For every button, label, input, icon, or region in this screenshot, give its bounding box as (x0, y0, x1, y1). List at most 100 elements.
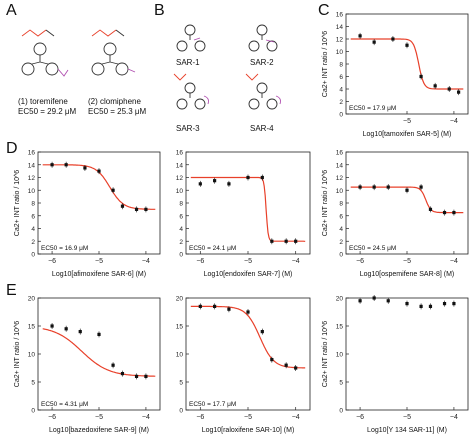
x-tick-label: −4 (450, 414, 458, 421)
y-tick-label: 6 (31, 213, 35, 220)
data-point (64, 163, 68, 167)
data-point (405, 302, 409, 306)
y-tick-label: 5 (179, 380, 183, 387)
panel-letter-a: A (6, 2, 17, 19)
y-tick-label: 0 (179, 252, 183, 259)
y-axis-label: Ca2+ INT ratio / 10^6 (322, 170, 329, 236)
data-point (433, 84, 437, 88)
data-point (358, 34, 362, 38)
data-point (452, 210, 456, 215)
y-tick-label: 10 (336, 188, 344, 195)
ec50-label: EC50 = 16.9 μM (41, 245, 88, 252)
chart-d2: 0 2 4 6 8 10 12 14 16 −6 −5 −4 Log10[endoxifen SAR-7… (164, 146, 316, 285)
x-axis-label: Log10[ospemifene SAR-8] (M) (360, 271, 455, 278)
data-point (227, 182, 231, 186)
y-tick-label: 14 (28, 162, 36, 169)
data-point (442, 302, 447, 306)
panel-letter-d: D (6, 140, 18, 157)
x-axis-label: Log10[raloxifene SAR-10] (M) (202, 427, 295, 434)
y-tick-label: 2 (31, 239, 35, 246)
data-point (134, 207, 139, 211)
data-point (442, 210, 447, 215)
x-tick-label: −4 (142, 414, 150, 421)
data-point (405, 43, 409, 47)
data-point (405, 188, 409, 192)
sar-4-structure (245, 73, 281, 110)
y-tick-label: 0 (179, 408, 183, 415)
x-axis-label: Log10[Y 134 SAR-11] (M) (367, 427, 447, 434)
y-tick-label: 16 (28, 150, 36, 157)
sar-2-structure (248, 24, 278, 52)
plot-frame (185, 151, 311, 255)
data-point (83, 166, 87, 170)
data-point (134, 374, 139, 378)
y-tick-label: 12 (28, 175, 36, 182)
y-tick-label: 6 (179, 213, 183, 220)
fit-curve (350, 38, 464, 90)
data-point (419, 74, 423, 79)
y-tick-label: 0 (31, 408, 35, 415)
y-tick-label: 20 (336, 296, 344, 303)
chart-e3: 0 5 10 15 20 −6 −5 −4 Log10[Y 134 SAR-11] (M) Ca2… (318, 290, 474, 441)
panel-a-structures (21, 29, 136, 77)
data-point (120, 204, 125, 208)
y-axis-label: Ca2+ INT ratio / 10^6 (322, 31, 329, 97)
ec50-label: EC50 = 24.1 μM (189, 245, 236, 252)
x-tick-label: −4 (292, 258, 300, 265)
data-point (452, 302, 456, 306)
y-axis-label: Ca2+ INT ratio / 10^6 (14, 321, 21, 387)
x-axis-label: Log10[tamoxifen SAR-5] (M) (363, 131, 452, 138)
y-tick-label: 12 (336, 37, 344, 44)
fit-curve (190, 305, 306, 369)
ec50-clomiphene: EC50 = 25.3 μM (88, 107, 147, 116)
data-point (144, 207, 148, 211)
chart-d1: 0 2 4 6 8 10 12 14 16 −6 −5 −4 Log10[afimoxifene SAR… (10, 146, 166, 285)
data-point (111, 363, 115, 367)
y-tick-label: 4 (339, 226, 343, 233)
y-tick-label: 6 (339, 213, 343, 220)
chart-e2: 0 5 10 15 20 −6 −5 −4 Log10[raloxifene SAR-10] (… (164, 290, 316, 441)
data-point (270, 239, 274, 243)
compound-label-clomiphene: (2) clomiphene (88, 97, 141, 106)
y-tick-label: 0 (339, 252, 343, 259)
y-tick-label: 8 (31, 201, 35, 208)
y-tick-label: 20 (176, 296, 184, 303)
data-point (246, 175, 250, 180)
sar-3-structure (173, 73, 209, 110)
data-point (419, 185, 423, 189)
y-tick-label: 4 (31, 226, 35, 233)
x-tick-label: −5 (403, 414, 411, 421)
y-tick-label: 15 (336, 324, 344, 331)
panel-b-structures (173, 24, 281, 110)
y-tick-label: 10 (28, 188, 36, 195)
plot-frame (37, 151, 161, 255)
y-tick-label: 0 (339, 408, 343, 415)
data-point (372, 185, 376, 189)
compound-label-sar-3: SAR-3 (176, 124, 200, 133)
data-point (294, 239, 298, 243)
data-point (213, 304, 217, 308)
x-tick-label: −6 (196, 258, 204, 265)
y-tick-label: 10 (176, 188, 184, 195)
y-tick-label: 2 (339, 99, 343, 106)
y-tick-label: 14 (176, 162, 184, 169)
plot-frame (345, 297, 469, 411)
y-tick-label: 8 (339, 62, 343, 69)
fit-curve (190, 176, 306, 242)
data-point (428, 207, 433, 211)
x-tick-label: −6 (356, 414, 364, 421)
y-tick-label: 10 (28, 352, 36, 359)
data-point (213, 179, 217, 183)
compound-label-sar-1: SAR-1 (176, 58, 200, 67)
compound-label-toremifene: (1) toremifene (18, 97, 68, 106)
data-point (227, 307, 231, 311)
data-point (198, 182, 202, 186)
ec50-toremifene: EC50 = 29.2 μM (18, 107, 77, 116)
chart-c: 0 2 4 6 8 10 12 14 16 −5 −4 Log10[tamoxifen SAR-5] … (318, 8, 474, 145)
x-tick-label: −5 (95, 414, 103, 421)
data-point (457, 90, 461, 94)
data-point (428, 304, 433, 308)
data-point (120, 372, 125, 376)
data-point (64, 327, 68, 331)
data-point (144, 374, 148, 378)
